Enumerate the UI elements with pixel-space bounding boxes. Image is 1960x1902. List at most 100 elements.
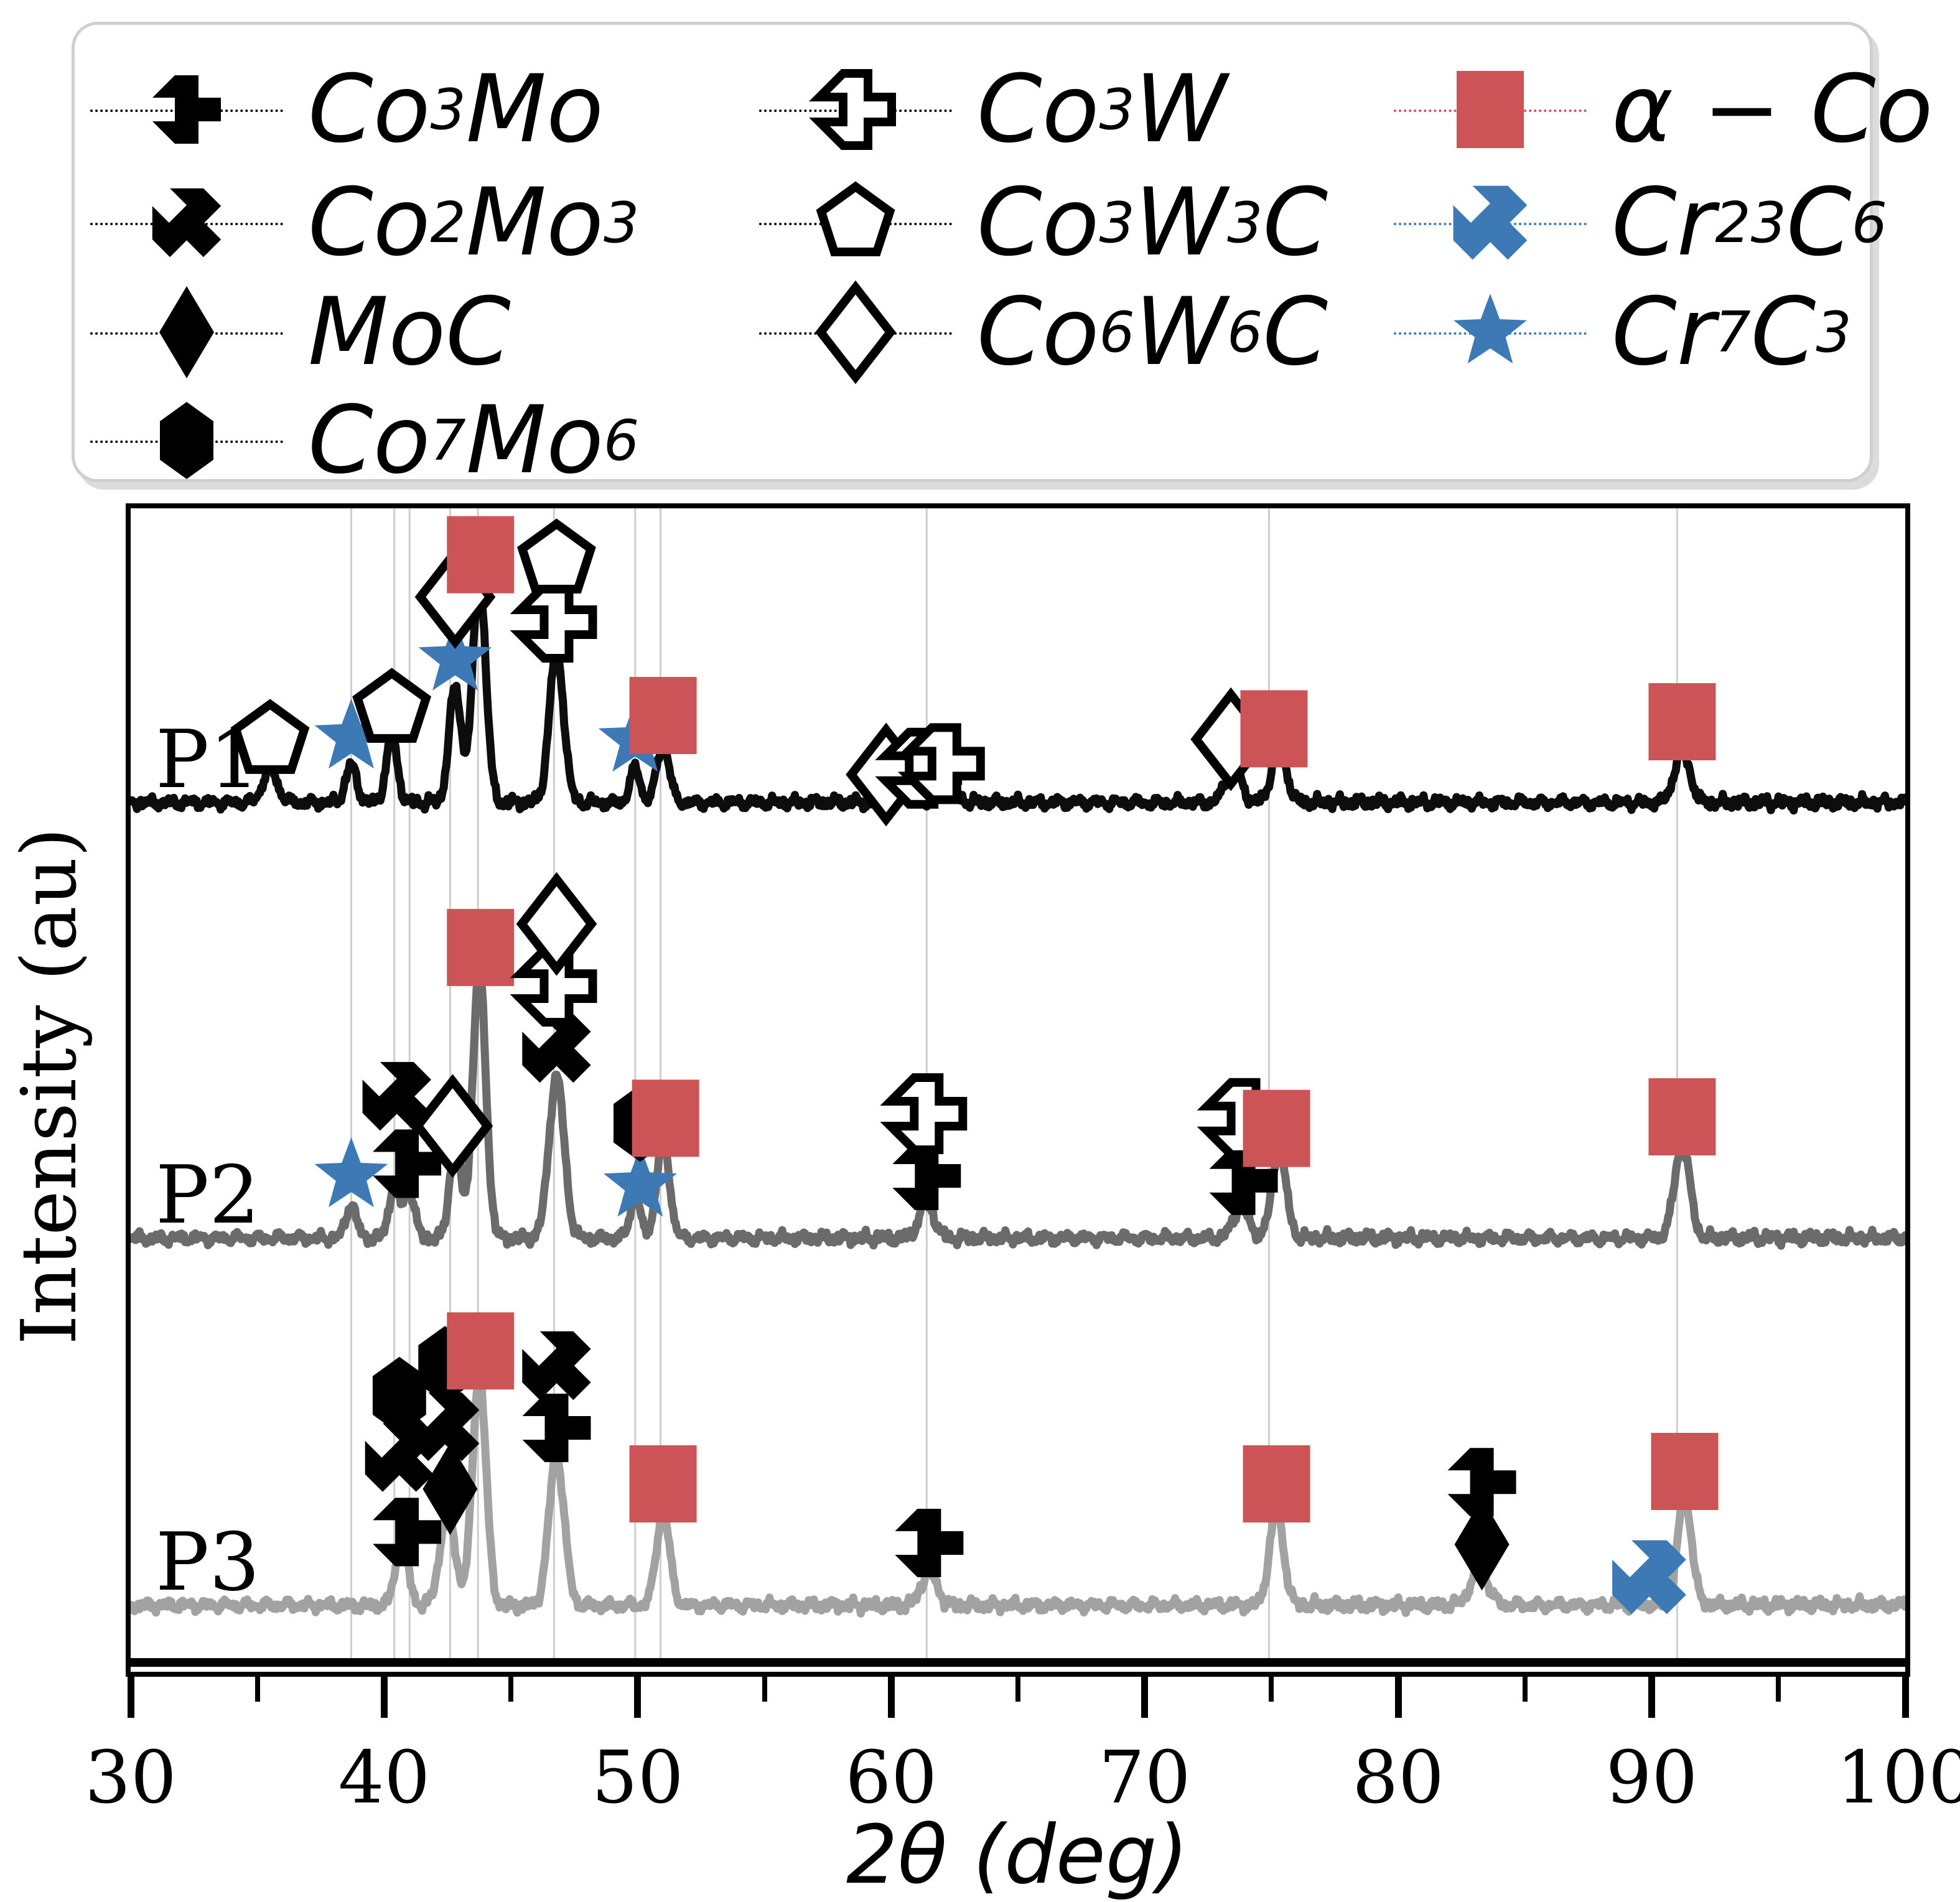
y-axis-title: Intensity (au) xyxy=(5,827,93,1345)
co2mo3-marker xyxy=(411,1392,480,1461)
trace-P2 xyxy=(131,967,1905,1250)
co6w6c-marker xyxy=(815,280,896,385)
legend-label-cr23c6: Cr 23 C 6 xyxy=(1612,169,1887,277)
co3mo-marker xyxy=(522,1394,591,1462)
x-axis-spine xyxy=(131,1658,1905,1667)
legend-label-cr7c3: Cr 7 C 3 xyxy=(1612,278,1852,386)
co3mo-marker xyxy=(373,1129,442,1198)
co3w-marker xyxy=(880,1073,968,1154)
moc-marker xyxy=(422,1443,478,1536)
alpha-co-marker xyxy=(1240,690,1308,768)
legend-label-co7mo6: Co 7 Mo 6 xyxy=(308,386,640,495)
co3w3c-marker xyxy=(352,668,432,743)
co7mo6-marker xyxy=(160,402,213,479)
cr7c3-marker xyxy=(418,620,492,691)
x-tick-label: 80 xyxy=(1352,1736,1444,1820)
co3mo-marker xyxy=(1447,1448,1516,1517)
legend-label-moc: MoC xyxy=(308,278,511,386)
cr7c3-marker xyxy=(314,699,388,769)
cr23c6-marker xyxy=(1453,185,1528,260)
trace-label-P3: P3 xyxy=(156,1516,260,1609)
moc-marker xyxy=(159,286,214,378)
co2mo3-marker xyxy=(152,188,222,258)
cr7c3-marker xyxy=(314,1137,388,1208)
x-minor-tick xyxy=(254,1677,260,1702)
co2mo3-marker xyxy=(522,1014,591,1083)
x-tick-label: 30 xyxy=(85,1736,177,1820)
x-major-tick xyxy=(380,1677,388,1718)
cr7c3-marker xyxy=(604,1147,677,1217)
co3w3c-marker xyxy=(517,518,596,594)
alpha-co-marker xyxy=(1648,1078,1716,1155)
alpha-co-marker xyxy=(1457,71,1524,148)
alpha-co-marker xyxy=(1648,683,1716,760)
co3mo-marker xyxy=(152,75,221,144)
trace-P3 xyxy=(131,1371,1905,1618)
x-major-tick xyxy=(1902,1677,1909,1718)
x-minor-tick xyxy=(1015,1677,1020,1702)
co2mo3-marker xyxy=(362,1061,431,1131)
x-tick-label: 100 xyxy=(1836,1736,1960,1820)
co2mo3-marker xyxy=(152,188,222,258)
co3mo-marker xyxy=(1209,1146,1278,1215)
alpha-co-marker xyxy=(632,1079,699,1157)
legend-label-alpha-co: α − Co xyxy=(1612,55,1933,164)
legend-label-co6w6c: Co 6 W 6 C xyxy=(977,278,1328,386)
co3w-marker xyxy=(510,946,597,1027)
cr23c6-marker xyxy=(1453,185,1528,260)
alpha-co-marker xyxy=(447,516,515,594)
legend-label-co3w3c: Co 3 W 3 C xyxy=(977,169,1328,277)
x-tick-label: 60 xyxy=(845,1736,938,1820)
alpha-co-marker xyxy=(447,1312,515,1390)
trace-P1 xyxy=(131,574,1905,815)
alpha-co-marker xyxy=(1243,1089,1310,1167)
co6w6c-marker xyxy=(412,1074,493,1178)
co3mo-marker xyxy=(152,75,221,144)
co3w-marker xyxy=(809,69,896,150)
cr7c3-marker xyxy=(1454,294,1527,364)
moc-marker xyxy=(159,286,214,378)
x-tick-label: 50 xyxy=(592,1736,684,1820)
x-minor-tick xyxy=(762,1677,767,1702)
x-tick-label: 70 xyxy=(1098,1736,1191,1820)
trace-label-P2: P2 xyxy=(156,1149,260,1242)
x-minor-tick xyxy=(508,1677,514,1702)
x-tick-label: 90 xyxy=(1605,1736,1698,1820)
co3w3c-marker xyxy=(230,699,310,774)
alpha-co-marker xyxy=(1457,71,1524,148)
co2mo3-marker xyxy=(522,1331,591,1401)
co3w-marker xyxy=(510,582,597,663)
x-minor-tick xyxy=(1776,1677,1781,1702)
co3w-marker xyxy=(809,69,896,150)
alpha-co-marker xyxy=(1651,1433,1719,1510)
cr7c3-marker xyxy=(1454,294,1527,364)
plot-area: P1 P2 P3 xyxy=(126,503,1910,1677)
co3w-marker xyxy=(897,723,985,804)
x-tick-label: 40 xyxy=(338,1736,431,1820)
x-major-tick xyxy=(1394,1677,1402,1718)
x-axis-title: 2θ (deg) xyxy=(846,1807,1189,1902)
alpha-co-marker xyxy=(629,677,697,754)
x-major-tick xyxy=(1648,1677,1656,1718)
co3mo-marker xyxy=(892,1142,961,1210)
co3w3c-marker xyxy=(816,181,895,256)
x-major-tick xyxy=(1141,1677,1149,1718)
x-major-tick xyxy=(887,1677,895,1718)
cr23c6-marker xyxy=(1612,1540,1686,1615)
legend-label-co3w: Co 3 W xyxy=(977,55,1228,164)
co6w6c-marker xyxy=(516,872,597,976)
legend: Co 3 Mo Co 2 Mo 3 MoC Co 7 Mo 6 Co 3 W Co 3 W 3 C Co 6 W 6 C α − … xyxy=(72,22,1933,495)
co6w6c-marker xyxy=(815,280,896,385)
x-major-tick xyxy=(634,1677,642,1718)
x-minor-tick xyxy=(1269,1677,1274,1702)
alpha-co-marker xyxy=(1243,1445,1310,1522)
moc-marker xyxy=(1454,1498,1510,1591)
co3mo-marker xyxy=(373,1498,442,1567)
legend-label-co2mo3: Co 2 Mo 3 xyxy=(308,169,640,277)
alpha-co-marker xyxy=(447,908,515,986)
co3w3c-marker xyxy=(816,181,895,256)
x-minor-tick xyxy=(1522,1677,1528,1702)
legend-label-co3mo: Co 3 Mo xyxy=(308,55,604,164)
alpha-co-marker xyxy=(629,1445,697,1522)
